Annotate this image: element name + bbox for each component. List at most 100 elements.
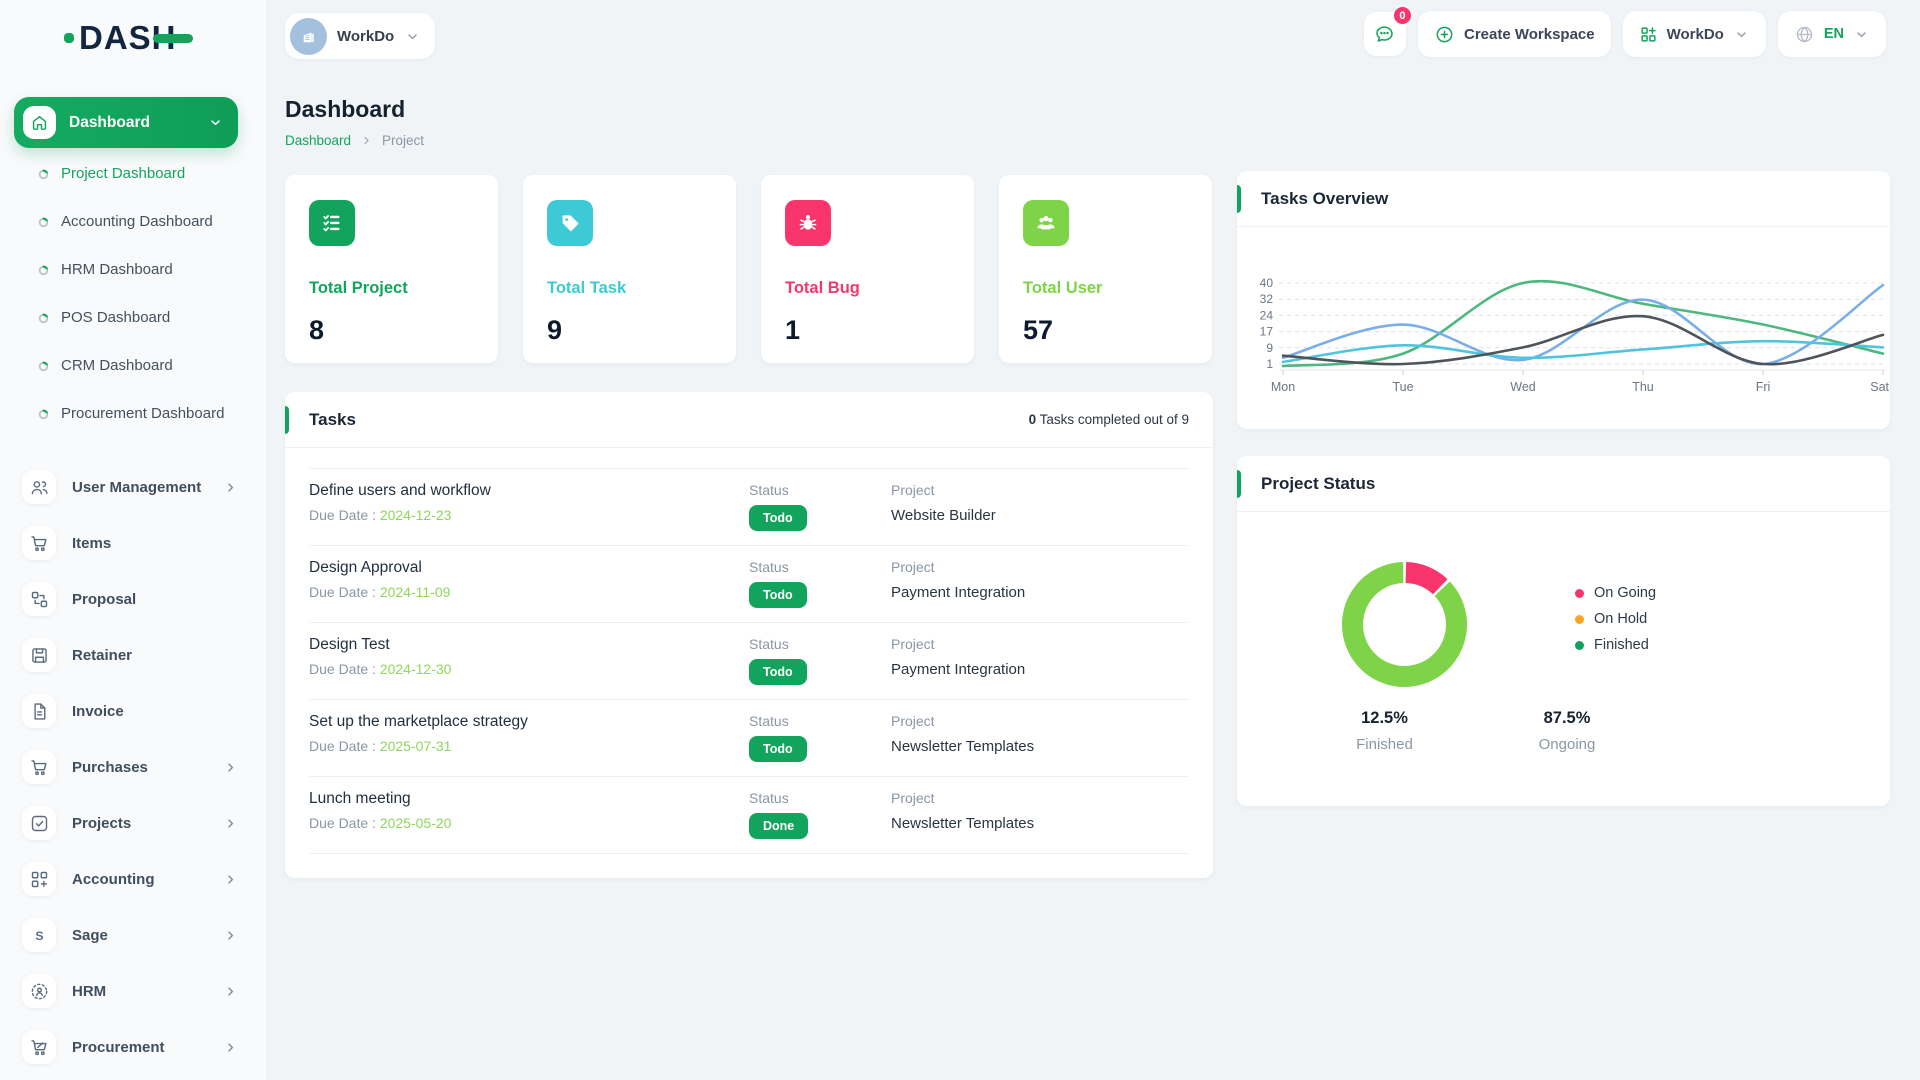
status-badge: Todo bbox=[749, 505, 807, 531]
task-title: Design Test bbox=[309, 636, 390, 653]
workspace-selector[interactable]: WorkDo bbox=[285, 13, 436, 59]
sidebar-item-procurement[interactable]: Procurement bbox=[14, 1019, 252, 1075]
project-header: Project bbox=[891, 559, 935, 575]
messages-badge: 0 bbox=[1391, 5, 1413, 26]
task-title: Set up the marketplace strategy bbox=[309, 713, 528, 730]
chevron-right-icon bbox=[223, 480, 238, 495]
sidebar-item-items[interactable]: Items bbox=[14, 515, 252, 571]
language-selector[interactable]: EN bbox=[1777, 11, 1886, 57]
create-workspace-button[interactable]: Create Workspace bbox=[1417, 11, 1611, 57]
task-title: Lunch meeting bbox=[309, 790, 411, 807]
svg-text:Fri: Fri bbox=[1756, 380, 1771, 394]
check-square-icon bbox=[22, 806, 56, 840]
sidebar-item-purchases[interactable]: Purchases bbox=[14, 739, 252, 795]
person-scan-icon bbox=[22, 974, 56, 1008]
svg-text:Mon: Mon bbox=[1271, 380, 1295, 394]
logo-dot bbox=[64, 33, 74, 43]
project-status-card: Project Status On Going On Hold Finished 1… bbox=[1237, 456, 1890, 806]
legend-label: On Going bbox=[1594, 585, 1657, 601]
chevron-down-icon bbox=[404, 28, 421, 45]
stat-label: Total Bug bbox=[785, 279, 860, 297]
project-header: Project bbox=[891, 482, 935, 498]
svg-text:17: 17 bbox=[1260, 325, 1274, 339]
status-badge: Done bbox=[749, 813, 809, 839]
stat-label: Total User bbox=[1023, 279, 1103, 297]
sidebar-item-label: Invoice bbox=[72, 702, 124, 720]
plus-circle-icon bbox=[1434, 24, 1455, 45]
sidebar-item-accounting[interactable]: Accounting bbox=[14, 851, 252, 907]
submenu-item-accounting-dashboard[interactable]: Accounting Dashboard bbox=[14, 198, 238, 246]
submenu-item-pos-dashboard[interactable]: POS Dashboard bbox=[14, 294, 238, 342]
bullet-circle-icon bbox=[38, 409, 49, 420]
chart-legend: On Going On Hold Finished bbox=[1575, 580, 1656, 658]
bullet-circle-icon bbox=[38, 169, 49, 180]
project-status-donut-chart bbox=[1332, 552, 1477, 697]
legend-dot-icon bbox=[1575, 588, 1584, 598]
sidebar-item-label: Purchases bbox=[72, 758, 148, 776]
task-due-date: Due Date : 2025-05-20 bbox=[309, 815, 452, 831]
chevron-right-icon bbox=[223, 872, 238, 887]
task-row[interactable]: Define users and workflow Due Date : 2024… bbox=[309, 468, 1189, 545]
task-row[interactable]: Design Test Due Date : 2024-12-30 Status To… bbox=[309, 622, 1189, 699]
task-due-date: Due Date : 2024-11-09 bbox=[309, 584, 451, 600]
svg-text:32: 32 bbox=[1260, 292, 1274, 306]
sidebar-item-projects[interactable]: Projects bbox=[14, 795, 252, 851]
task-project: Website Builder bbox=[891, 507, 996, 524]
breadcrumb-root[interactable]: Dashboard bbox=[285, 133, 352, 148]
sidebar-nav: User Management Items Proposal Retainer Invo… bbox=[14, 459, 252, 1075]
stat-value: 8 bbox=[309, 315, 325, 345]
workspace-menu-button[interactable]: WorkDo bbox=[1622, 11, 1766, 57]
sidebar-item-dashboard[interactable]: Dashboard bbox=[14, 97, 238, 148]
status-badge: Todo bbox=[749, 736, 807, 762]
legend-item-on-hold: On Hold bbox=[1575, 606, 1656, 632]
sidebar-item-label: Proposal bbox=[72, 590, 137, 608]
sidebar-item-hrm[interactable]: HRM bbox=[14, 963, 252, 1019]
task-row[interactable]: Lunch meeting Due Date : 2025-05-20 Status… bbox=[309, 776, 1189, 854]
status-header: Status bbox=[749, 790, 789, 806]
task-title: Design Approval bbox=[309, 559, 422, 576]
donut-slice bbox=[1405, 562, 1448, 595]
svg-text:Tue: Tue bbox=[1392, 380, 1413, 394]
task-project: Payment Integration bbox=[891, 584, 1026, 601]
cart-icon bbox=[22, 750, 56, 784]
sidebar-item-sage[interactable]: S Sage bbox=[14, 907, 252, 963]
sidebar-item-user-management[interactable]: User Management bbox=[14, 459, 252, 515]
messages-button[interactable]: 0 bbox=[1363, 5, 1413, 56]
task-due-date: Due Date : 2024-12-23 bbox=[309, 507, 452, 523]
floppy-icon bbox=[22, 638, 56, 672]
svg-text:40: 40 bbox=[1260, 276, 1274, 290]
legend-item-finished: Finished bbox=[1575, 632, 1656, 658]
donut-slice bbox=[1342, 562, 1467, 687]
submenu-item-label: CRM Dashboard bbox=[61, 357, 173, 375]
chevron-right-icon bbox=[223, 760, 238, 775]
tasks-card-header: Tasks 0 Tasks completed out of 9 bbox=[285, 392, 1213, 448]
status-header: Status bbox=[749, 713, 789, 729]
donut-stat-label: Ongoing bbox=[1538, 736, 1596, 753]
stat-value: 9 bbox=[547, 315, 563, 345]
donut-stat-label: Finished bbox=[1356, 736, 1413, 753]
stat-label: Total Task bbox=[547, 279, 627, 297]
submenu-item-crm-dashboard[interactable]: CRM Dashboard bbox=[14, 342, 238, 390]
sidebar-item-label: Procurement bbox=[72, 1038, 165, 1056]
submenu-item-project-dashboard[interactable]: Project Dashboard bbox=[14, 150, 238, 198]
workspace-name: WorkDo bbox=[337, 27, 395, 45]
svg-text:9: 9 bbox=[1266, 341, 1273, 355]
bug-icon bbox=[785, 200, 831, 246]
stat-card-total-project: Total Project 8 bbox=[285, 175, 498, 363]
task-row[interactable]: Set up the marketplace strategy Due Date … bbox=[309, 699, 1189, 776]
status-badge: Todo bbox=[749, 582, 807, 608]
submenu-item-procurement-dashboard[interactable]: Procurement Dashboard bbox=[14, 390, 238, 438]
sidebar-item-invoice[interactable]: Invoice bbox=[14, 683, 252, 739]
flow-icon bbox=[22, 582, 56, 616]
task-row[interactable]: Design Approval Due Date : 2024-11-09 Stat… bbox=[309, 545, 1189, 622]
tasks-summary: 0 Tasks completed out of 9 bbox=[1028, 412, 1189, 427]
users-icon bbox=[22, 470, 56, 504]
cart-icon bbox=[22, 526, 56, 560]
svg-text:Thu: Thu bbox=[1632, 380, 1654, 394]
submenu-item-hrm-dashboard[interactable]: HRM Dashboard bbox=[14, 246, 238, 294]
sidebar-item-retainer[interactable]: Retainer bbox=[14, 627, 252, 683]
status-header: Status bbox=[749, 559, 789, 575]
stat-card-total-user: Total User 57 bbox=[999, 175, 1212, 363]
sidebar-item-proposal[interactable]: Proposal bbox=[14, 571, 252, 627]
document-icon bbox=[22, 694, 56, 728]
